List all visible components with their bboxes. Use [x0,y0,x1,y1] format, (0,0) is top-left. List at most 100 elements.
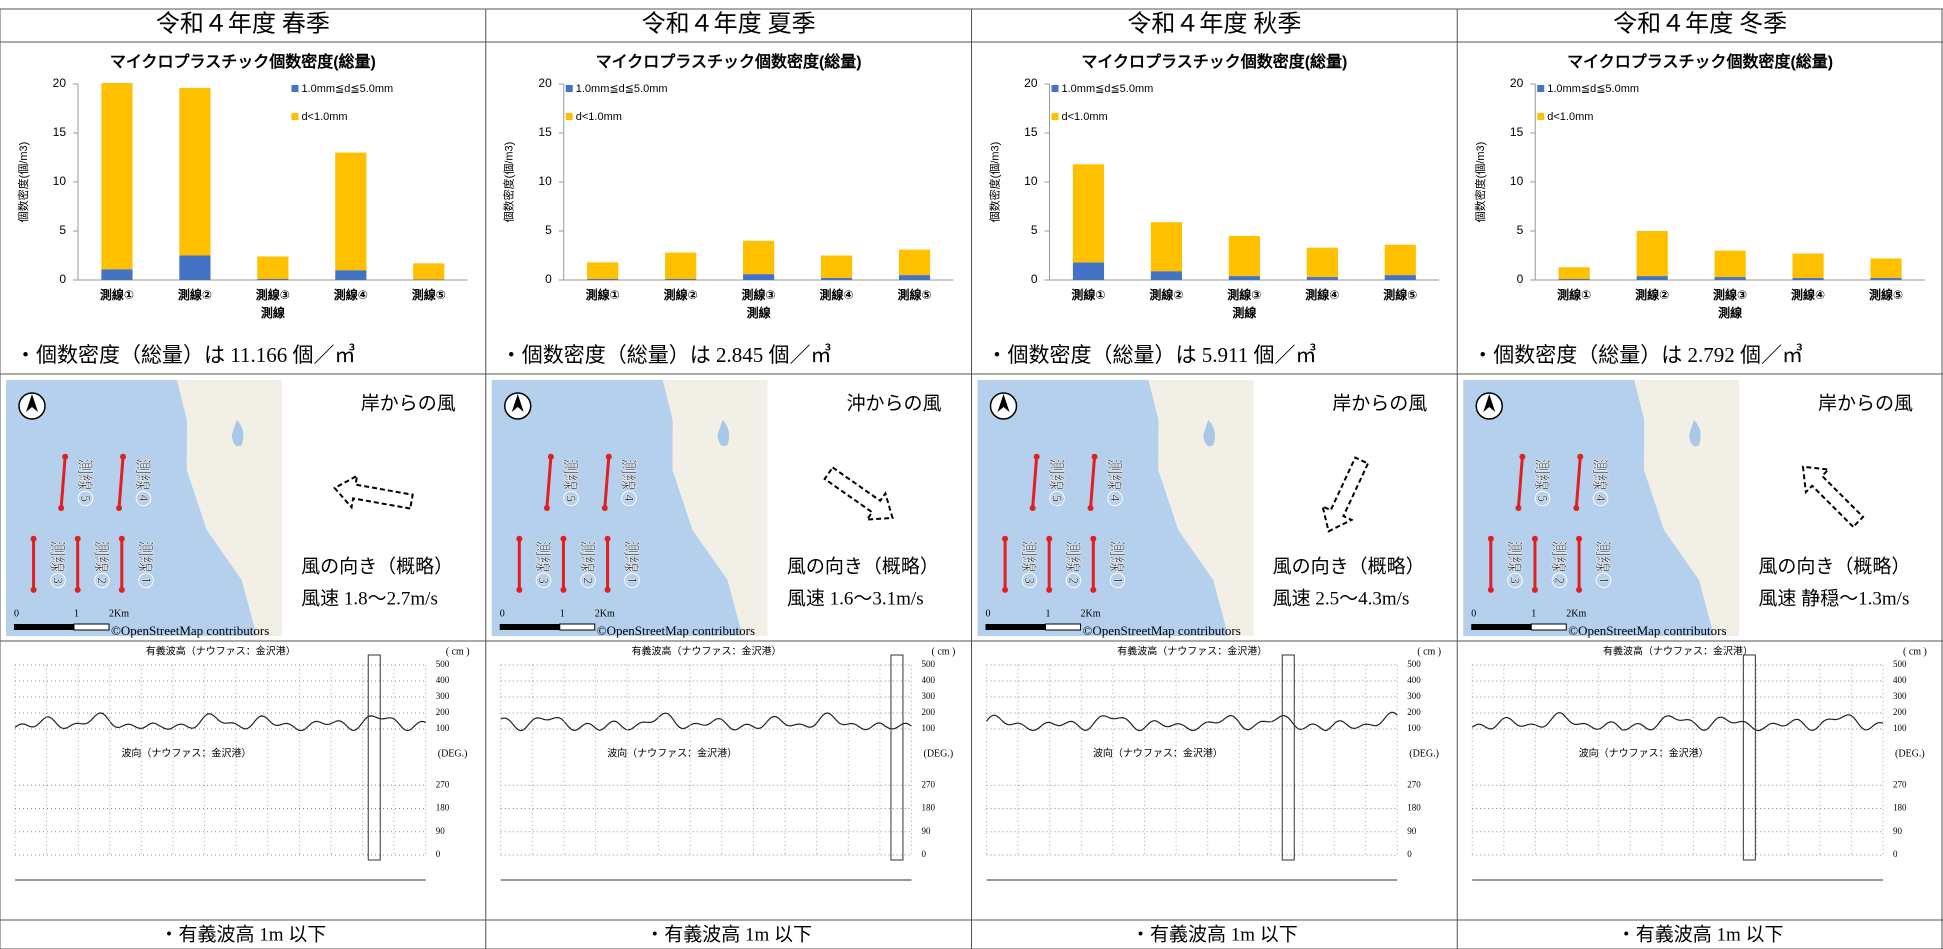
bar-segment [1073,164,1104,262]
survey-point [1030,505,1036,511]
scale-bar [74,624,109,630]
survey-point [119,587,125,593]
survey-line-label: 測線① [1108,540,1126,588]
column-header: 令和４年度 秋季 [1127,11,1301,38]
bar-segment [899,250,930,275]
chart-title: マイクロプラスチック個数密度(総量) [1081,52,1347,71]
x-tick-label: 測線⑤ [1869,287,1903,302]
wave-tick-label: 500 [1893,659,1907,669]
direction-tick-label: 180 [922,803,936,813]
x-tick-label: 測線③ [1227,287,1261,302]
wind-direction-label: 風の向き（概略） [301,555,453,577]
column-header: 令和４年度 冬季 [1613,11,1787,38]
wave-tick-label: 300 [1407,691,1421,701]
bar-segment [101,83,132,269]
survey-line-label: 測線⑤ [75,458,93,506]
survey-point [602,505,608,511]
x-tick-label: 測線③ [742,287,776,302]
bar-segment [1559,279,1590,280]
wind-label: 岸からの風 [1332,392,1427,414]
x-tick-label: 測線① [1557,287,1591,302]
y-axis-label: 個数密度(個/m3) [16,142,30,223]
wave-tick-label: 400 [922,675,936,685]
wind-direction-label: 風の向き（概略） [1273,555,1425,577]
bar-segment [1385,245,1416,275]
y-axis-label: 個数密度(個/m3) [1473,142,1487,223]
x-tick-label: 測線④ [1791,287,1825,302]
survey-point [75,587,81,593]
direction-tick-label: 0 [436,849,441,859]
bar-segment [743,274,774,280]
survey-line-label: 測線② [578,540,596,588]
wave-title: 有義波高（ナウファス：金沢港） [146,644,296,657]
scale-label: 0 [14,608,19,619]
y-tick-label: 5 [1031,223,1038,237]
y-tick-label: 15 [53,125,67,139]
y-tick-label: 5 [59,223,66,237]
survey-point [1002,536,1008,542]
scale-label: 1 [1046,608,1051,619]
survey-point [1488,536,1494,542]
wind-direction-label: 風の向き（概略） [787,555,939,577]
direction-tick-label: 180 [1893,803,1907,813]
survey-line-label: 測線⑤ [561,458,579,506]
bar-segment [821,278,852,280]
x-tick-label: 測線③ [1713,287,1747,302]
wave-unit: ( cm ) [932,646,956,657]
direction-tick-label: 90 [1893,826,1903,836]
legend-label: 1.0mm≦d≦5.0mm [1062,83,1154,95]
wave-tick-label: 100 [1893,723,1907,733]
wave-unit: ( cm ) [446,646,470,657]
survey-line-label: 測線③ [1505,540,1523,588]
wind-arrow [819,460,901,531]
scale-label: 0 [986,608,991,619]
map-credit: ©OpenStreetMap contributors [1083,623,1241,638]
x-tick-label: 測線④ [819,287,853,302]
scale-bar [1531,624,1566,630]
survey-point [1088,505,1094,511]
x-tick-label: 測線② [178,287,212,302]
wave-tick-label: 300 [1893,691,1907,701]
x-tick-label: 測線⑤ [1383,287,1417,302]
survey-line-label: 測線② [1064,540,1082,588]
wave-title: 有義波高（ナウファス：金沢港） [1117,644,1267,657]
legend-label: 1.0mm≦d≦5.0mm [576,83,668,95]
survey-line-label: 測線③ [1019,540,1037,588]
y-tick-label: 15 [538,125,552,139]
bar-segment [1870,278,1901,280]
bar-segment [1151,222,1182,271]
wave-tick-label: 500 [1407,659,1421,669]
direction-unit: (DEG.) [1409,748,1439,759]
direction-tick-label: 270 [436,779,450,789]
x-tick-label: 測線④ [334,287,368,302]
x-tick-label: 測線① [586,287,620,302]
bar-segment [587,262,618,279]
bar-segment [179,88,210,256]
wave-tick-label: 200 [1407,707,1421,717]
wind-label: 沖からの風 [846,392,941,414]
survey-point [1532,536,1538,542]
wave-tick-label: 400 [436,675,450,685]
y-tick-label: 10 [53,174,67,188]
summary: ・個数密度（総量）は 5.911 個／㎥ [987,343,1317,367]
wind-speed: 風速 1.6〜3.1m/s [787,587,924,609]
wind-arrow [1792,455,1870,533]
y-tick-label: 10 [1024,174,1038,188]
x-tick-label: 測線② [1635,287,1669,302]
scale-label: 0 [1471,608,1476,619]
bar-segment [335,153,366,271]
survey-line-label: 測線④ [133,458,151,506]
scale-label: 2Km [109,608,129,619]
wave-tick-label: 400 [1893,675,1907,685]
wave-note: ・有義波高 1m 以下 [159,923,326,945]
wave-note: ・有義波高 1m 以下 [1617,923,1784,945]
x-axis-label: 測線 [1718,305,1742,320]
direction-unit: (DEG.) [924,748,954,759]
direction-unit: (DEG.) [1895,748,1925,759]
bar-segment [1229,236,1260,276]
y-tick-label: 5 [545,223,552,237]
wave-tick-label: 500 [436,659,450,669]
wind-label: 岸からの風 [1818,392,1913,414]
direction-tick-label: 90 [436,826,446,836]
wave-tick-label: 100 [436,723,450,733]
